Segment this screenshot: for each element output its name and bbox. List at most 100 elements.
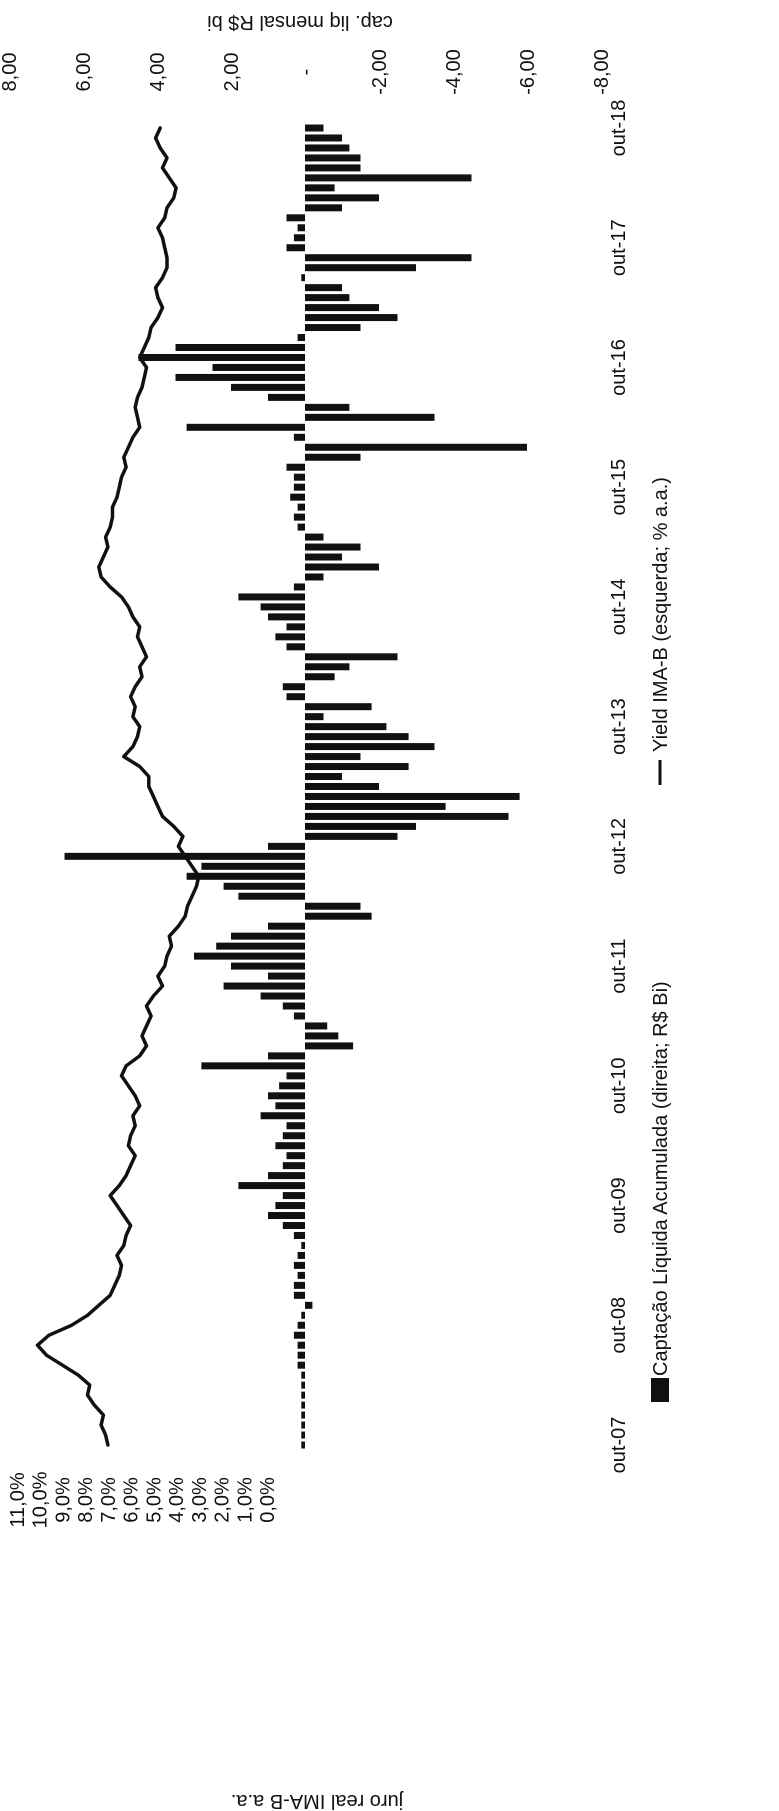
bar — [231, 383, 305, 391]
bar — [301, 1391, 305, 1399]
bar — [275, 1142, 305, 1150]
bar — [305, 134, 342, 142]
bar — [305, 802, 446, 810]
x-axis-tick-label: out-10 — [608, 1057, 630, 1114]
x-axis-tick-label: out-12 — [608, 818, 630, 875]
right-axis-ticks: -8,00-6,00-4,00-2,00-2,004,006,008,00 — [0, 49, 613, 95]
bar — [268, 1092, 305, 1100]
x-axis-ticks: out-07 out-08 out-09 out-10 out-11 out-12 out-… — [608, 100, 630, 1474]
bar — [282, 1222, 305, 1229]
bar — [297, 224, 305, 232]
bar — [223, 982, 305, 990]
bar — [286, 214, 305, 222]
right-axis-tick-label: 2,00 — [221, 53, 243, 92]
bar — [305, 443, 527, 451]
bar — [279, 1082, 305, 1090]
bar — [305, 663, 350, 671]
bar — [297, 523, 305, 531]
bar — [305, 284, 342, 292]
x-axis-tick-label: out-14 — [608, 579, 630, 636]
bar — [305, 573, 324, 581]
bar — [305, 553, 342, 561]
bar — [305, 314, 398, 322]
bar — [305, 713, 324, 721]
bar — [297, 1351, 305, 1359]
bar — [305, 144, 350, 152]
bar — [293, 583, 305, 591]
bar — [186, 423, 305, 431]
right-axis-tick-label: 8,00 — [0, 53, 21, 92]
bar — [293, 1331, 305, 1339]
bar — [305, 174, 472, 182]
bar — [194, 952, 305, 960]
bar — [238, 593, 305, 601]
bar — [305, 812, 509, 820]
bar — [305, 184, 335, 192]
bar — [275, 1102, 305, 1110]
bar — [301, 274, 305, 282]
bar — [293, 483, 305, 491]
left-axis-tick-label: 9,0% — [52, 1477, 74, 1523]
bar — [301, 1371, 305, 1379]
left-axis-tick-label: 10,0% — [30, 1471, 52, 1528]
bar — [175, 344, 305, 351]
bar — [282, 683, 305, 691]
bar — [301, 1241, 305, 1249]
bar — [268, 1052, 305, 1060]
bar — [293, 513, 305, 521]
bar — [293, 234, 305, 242]
right-axis-tick-label: - — [295, 69, 317, 76]
bar — [275, 633, 305, 641]
left-axis-tick-label: 8,0% — [75, 1477, 97, 1523]
bar — [305, 543, 361, 551]
bar — [301, 1441, 305, 1449]
bar — [238, 892, 305, 900]
bar — [268, 613, 305, 621]
bar — [216, 942, 305, 950]
right-axis-tick-label: -4,00 — [443, 49, 465, 95]
bar — [293, 1012, 305, 1020]
bar — [305, 1042, 354, 1050]
right-axis-tick-label: 6,00 — [73, 53, 95, 92]
bar — [201, 1062, 305, 1070]
bar — [305, 783, 379, 790]
bar — [301, 1311, 305, 1319]
bar — [305, 1032, 339, 1040]
bar — [293, 433, 305, 441]
bar — [268, 1172, 305, 1180]
legend-bar-label: Captação Líquida Acumulada (direita; R$ … — [650, 981, 672, 1376]
line-series — [35, 126, 201, 1447]
bar — [305, 563, 379, 571]
bar — [297, 1251, 305, 1259]
bar — [223, 882, 305, 890]
left-axis-ticks: 0,0%1,0%2,0%3,0%4,0%5,0%6,0%7,0%8,0%9,0%… — [7, 1471, 279, 1528]
bar — [301, 1401, 305, 1409]
bar — [305, 832, 398, 840]
left-axis-tick-label: 6,0% — [121, 1477, 143, 1523]
bar — [305, 204, 342, 212]
bar — [305, 822, 416, 830]
bar — [260, 603, 305, 611]
bar — [268, 1212, 305, 1220]
bar — [290, 493, 305, 501]
bar — [297, 1341, 305, 1349]
bar — [305, 673, 335, 681]
bar — [305, 403, 350, 411]
yield-line — [35, 126, 201, 1447]
bar — [305, 194, 379, 202]
bar — [175, 373, 305, 381]
left-axis-title: juro real IMA-B a.a. — [231, 1790, 404, 1811]
bar — [268, 972, 305, 980]
bar — [305, 733, 409, 741]
left-axis-tick-label: 11,0% — [7, 1472, 29, 1527]
bar — [286, 1072, 305, 1080]
bar — [305, 294, 350, 302]
bar — [212, 363, 305, 371]
bar — [293, 1291, 305, 1299]
x-axis-tick-label: out-16 — [608, 339, 630, 396]
left-axis-tick-label: 4,0% — [166, 1477, 188, 1523]
bar — [275, 1202, 305, 1210]
bar — [297, 1361, 305, 1369]
bar — [231, 962, 305, 970]
